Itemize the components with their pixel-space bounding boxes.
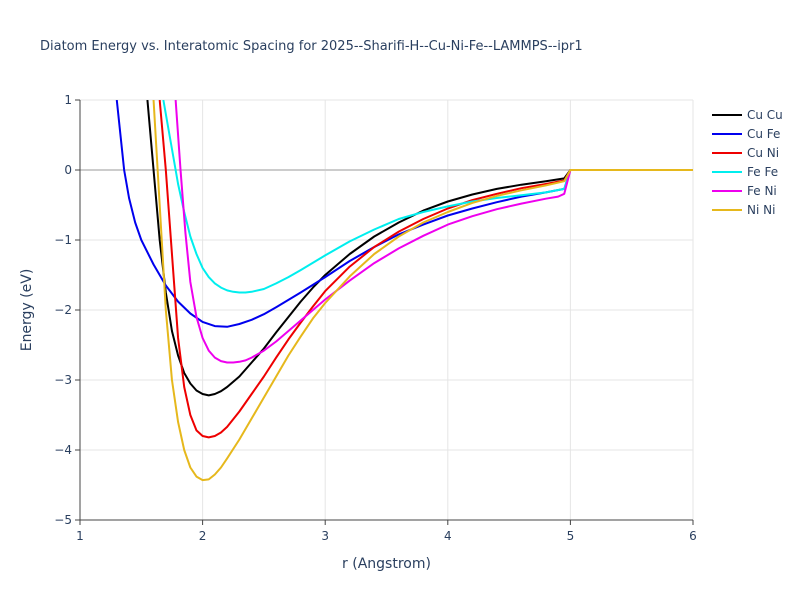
y-tick-label: −4 [54,443,72,457]
x-tick-label: 4 [444,529,452,543]
x-tick-label: 5 [567,529,575,543]
series-lines [115,100,693,482]
y-tick-label: −3 [54,373,72,387]
series-line-fe-ni [174,100,693,364]
series-line-fe-fe [162,100,693,294]
legend-item-cu-cu[interactable]: Cu Cu [712,108,783,122]
y-tick-label: −1 [54,233,72,247]
x-tick-label: 1 [76,529,84,543]
y-ticks: −5 −4 −3 −2 −1 0 1 [54,93,80,527]
x-ticks: 1 2 3 4 5 6 [76,520,697,543]
x-tick-label: 3 [321,529,329,543]
x-axis-title: r (Angstrom) [342,556,431,572]
legend-label: Cu Cu [747,108,783,122]
legend-label: Cu Ni [747,146,779,160]
series-line-cu-fe [115,100,693,328]
x-tick-label: 6 [689,529,697,543]
y-tick-label: −2 [54,303,72,317]
legend[interactable]: Cu Cu Cu Fe Cu Ni Fe Fe Fe Ni Ni Ni [712,108,783,217]
legend-label: Fe Ni [747,184,777,198]
y-axis-title: Energy (eV) [19,269,35,352]
chart-title: Diatom Energy vs. Interatomic Spacing fo… [40,39,583,54]
plot-area [115,100,693,482]
legend-item-ni-ni[interactable]: Ni Ni [712,203,775,217]
y-tick-label: −5 [54,513,72,527]
series-line-cu-ni [158,100,693,439]
y-tick-label: 0 [64,163,72,177]
legend-item-cu-fe[interactable]: Cu Fe [712,127,780,141]
legend-item-fe-fe[interactable]: Fe Fe [712,165,778,179]
legend-label: Cu Fe [747,127,780,141]
series-line-ni-ni [152,100,693,482]
y-tick-label: 1 [64,93,72,107]
legend-label: Fe Fe [747,165,778,179]
legend-item-fe-ni[interactable]: Fe Ni [712,184,777,198]
legend-label: Ni Ni [747,203,775,217]
legend-item-cu-ni[interactable]: Cu Ni [712,146,779,160]
x-tick-label: 2 [199,529,207,543]
